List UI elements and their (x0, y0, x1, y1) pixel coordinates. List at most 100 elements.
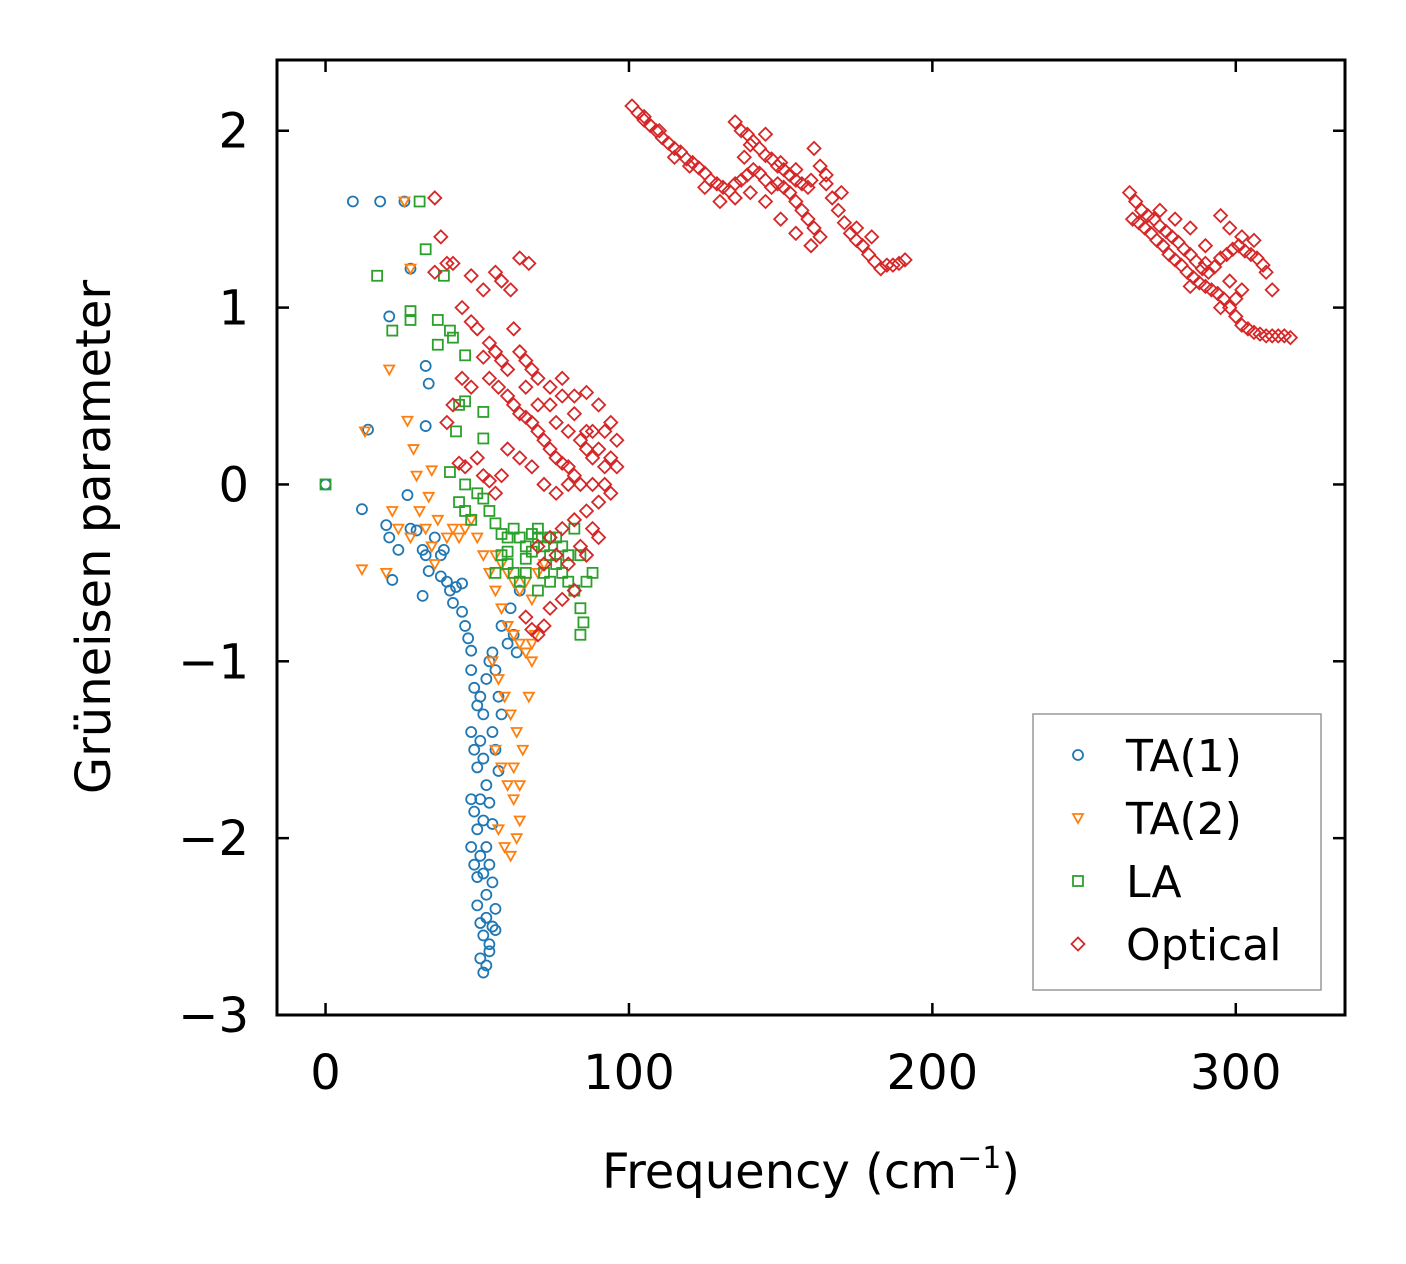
data-point (480, 888, 493, 901)
data-point (474, 952, 487, 965)
data-point (518, 379, 534, 395)
data-point (459, 505, 472, 517)
data-point (431, 338, 444, 351)
data-point (863, 229, 880, 245)
data-point (493, 352, 510, 369)
data-point (477, 752, 490, 765)
data-point (468, 858, 481, 871)
data-point (596, 423, 613, 440)
data-point (544, 531, 556, 544)
data-point (1282, 329, 1299, 346)
data-point (538, 566, 550, 579)
data-point (806, 140, 822, 157)
data-point (488, 550, 502, 563)
data-point (584, 476, 601, 493)
data-point (464, 514, 478, 527)
data-point (1234, 229, 1250, 245)
data-point (532, 584, 544, 597)
data-point (566, 512, 583, 528)
data-point (494, 762, 509, 775)
data-point (584, 450, 601, 466)
y-tick-label: −1 (178, 634, 249, 690)
data-point (382, 364, 396, 377)
data-point (379, 567, 393, 580)
data-point (536, 476, 552, 493)
data-point (477, 966, 490, 979)
data-point (624, 98, 640, 114)
data-point (391, 523, 405, 536)
data-point (507, 566, 520, 579)
data-point (445, 397, 461, 413)
data-point (447, 597, 459, 609)
data-point (781, 184, 798, 201)
data-point (413, 195, 426, 208)
data-point (505, 397, 522, 413)
data-point (757, 126, 774, 143)
data-point (419, 549, 432, 562)
series-optical (426, 98, 1299, 643)
data-point (486, 646, 499, 659)
data-point (380, 519, 393, 532)
data-point (499, 388, 516, 404)
data-point (504, 709, 518, 722)
data-point (456, 605, 468, 618)
data-point (574, 602, 587, 615)
data-point (507, 794, 521, 807)
data-point (530, 370, 546, 387)
series-ta-2- (355, 196, 551, 863)
data-point (757, 193, 774, 210)
data-point (544, 549, 556, 562)
data-point (511, 344, 528, 360)
data-point (480, 779, 493, 791)
data-point (487, 485, 504, 502)
data-point (502, 282, 519, 298)
data-point (469, 450, 486, 466)
data-point (530, 423, 546, 440)
data-point (486, 726, 499, 738)
data-point (491, 674, 506, 686)
data-point (356, 503, 368, 516)
data-point (504, 850, 518, 863)
data-point (495, 708, 508, 721)
data-point (1227, 308, 1244, 325)
data-point (454, 299, 470, 316)
data-point (482, 567, 496, 580)
data-point (404, 305, 417, 318)
data-point (480, 911, 493, 924)
data-point (471, 899, 484, 912)
data-point (1234, 282, 1250, 298)
data-point (1255, 257, 1271, 273)
data-point (425, 465, 439, 478)
data-point (494, 603, 509, 616)
data-point (885, 257, 901, 273)
data-point (812, 158, 828, 174)
data-point (590, 397, 607, 413)
data-point (803, 172, 819, 189)
data-point (1252, 326, 1268, 342)
data-point (439, 255, 455, 272)
data-point (477, 708, 490, 721)
data-point (1197, 237, 1214, 254)
data-point (486, 876, 499, 889)
data-point (513, 531, 526, 544)
data-point (483, 858, 496, 871)
data-point (433, 229, 449, 245)
data-point (542, 397, 558, 413)
data-point (495, 528, 508, 540)
data-point (355, 564, 369, 577)
data-point (1246, 232, 1262, 249)
data-point (554, 388, 570, 404)
data-point (501, 780, 515, 792)
data-point (483, 945, 496, 958)
data-point (499, 361, 516, 378)
data-point (524, 458, 540, 475)
data-point (556, 566, 569, 579)
data-point (1270, 328, 1287, 344)
data-point (386, 574, 399, 586)
data-point (1218, 246, 1235, 263)
x-tick-label: 0 (310, 1045, 341, 1101)
data-point (465, 664, 478, 677)
data-point (371, 269, 384, 282)
data-point (488, 744, 502, 757)
data-point (1258, 328, 1274, 344)
